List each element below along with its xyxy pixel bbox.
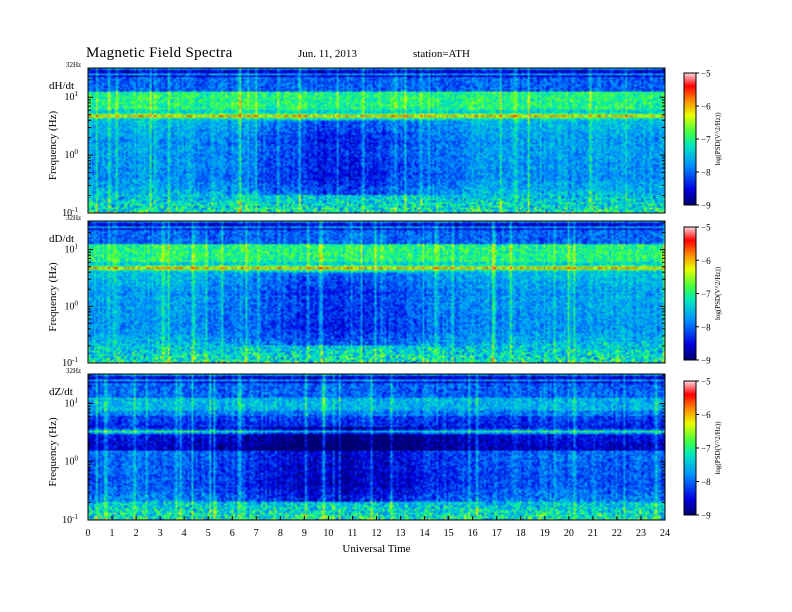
colorbar-label: log(PSD(V^2/Hz)) bbox=[714, 112, 722, 166]
x-tick-label: 1 bbox=[110, 528, 115, 539]
y-tick-label: 10-1 bbox=[62, 356, 78, 369]
x-tick-label: 21 bbox=[588, 528, 598, 539]
x-axis: 0 1 2 3 4 5 6 7 8 9 10 11 12 13 14 15 16 17 18 19 20 21 22 23 24… bbox=[86, 516, 670, 555]
colorbar-tick-label: −7 bbox=[701, 289, 711, 299]
top-frequency-label: 32Hz bbox=[66, 367, 81, 375]
y-tick-label: 100 bbox=[65, 148, 79, 161]
x-tick-label: 23 bbox=[636, 528, 646, 539]
spectrogram-image bbox=[88, 68, 665, 213]
colorbar-tick-label: −5 bbox=[701, 223, 711, 233]
x-tick-label: 17 bbox=[492, 528, 502, 539]
colorbar-gradient bbox=[683, 72, 697, 206]
y-tick-label: 10-1 bbox=[62, 206, 78, 219]
colorbar-tick-label: −6 bbox=[701, 410, 711, 420]
colorbar-tick-label: −9 bbox=[701, 201, 711, 211]
x-tick-label: 24 bbox=[660, 528, 670, 539]
panel-frame bbox=[87, 220, 666, 364]
top-frequency-label: 32Hz bbox=[66, 61, 81, 69]
x-tick-label: 3 bbox=[158, 528, 163, 539]
x-tick-label: 7 bbox=[254, 528, 259, 539]
colorbar-tick-label: −6 bbox=[701, 256, 711, 266]
y-axis-label: Frequency (Hz) bbox=[47, 262, 59, 332]
colorbar-tick-label: −5 bbox=[701, 69, 711, 79]
colorbar-tick-label: −7 bbox=[701, 444, 711, 454]
colorbar-tick-label: −8 bbox=[701, 477, 711, 487]
y-axis-label: Frequency (Hz) bbox=[47, 417, 59, 487]
top-frequency-label: 32Hz bbox=[66, 214, 81, 222]
x-tick-label: 8 bbox=[278, 528, 283, 539]
y-tick-label: 101 bbox=[65, 90, 79, 103]
x-tick-label: 15 bbox=[444, 528, 454, 539]
colorbar-tick-label: −8 bbox=[701, 322, 711, 332]
panel-frame bbox=[87, 67, 666, 214]
x-tick-label: 16 bbox=[468, 528, 478, 539]
y-tick-label: 100 bbox=[65, 455, 79, 468]
spectrogram-image bbox=[88, 374, 665, 520]
component-label: dH/dt bbox=[49, 80, 74, 92]
x-tick-label: 19 bbox=[540, 528, 550, 539]
x-tick-label: 18 bbox=[516, 528, 526, 539]
y-tick-label: 101 bbox=[65, 396, 79, 409]
colorbar-gradient bbox=[683, 226, 697, 361]
x-tick-label: 22 bbox=[612, 528, 622, 539]
colorbar-tick-label: −6 bbox=[701, 102, 711, 112]
y-tick-label: 10-1 bbox=[62, 513, 78, 526]
chart-title: Magnetic Field Spectra bbox=[86, 45, 233, 61]
colorbar-tick-label: −9 bbox=[701, 356, 711, 366]
y-tick-label: 101 bbox=[65, 243, 79, 256]
x-tick-label: 6 bbox=[230, 528, 235, 539]
colorbar-tick-label: −7 bbox=[701, 135, 711, 145]
colorbar-label: log(PSD(V^2/Hz)) bbox=[714, 266, 722, 320]
colorbar-gradient bbox=[683, 380, 697, 516]
colorbar-label: log(PSD(V^2/Hz)) bbox=[714, 421, 722, 475]
colorbar: −9 −8 −7 −6 −5 log(PSD(V^2/Hz)) bbox=[683, 377, 722, 521]
y-tick-label: 100 bbox=[65, 299, 79, 312]
spectrogram-image bbox=[88, 221, 665, 363]
colorbar: −9 −8 −7 −6 −5 log(PSD(V^2/Hz)) bbox=[683, 223, 722, 366]
x-tick-label: 2 bbox=[134, 528, 139, 539]
y-axis-label: Frequency (Hz) bbox=[47, 111, 59, 181]
colorbar: −9 −8 −7 −6 −5 log(PSD(V^2/Hz)) bbox=[683, 69, 722, 211]
component-label: dZ/dt bbox=[49, 386, 73, 398]
colorbar-tick-label: −8 bbox=[701, 168, 711, 178]
x-tick-label: 4 bbox=[182, 528, 187, 539]
component-label: dD/dt bbox=[49, 233, 74, 245]
x-tick-label: 0 bbox=[86, 528, 91, 539]
colorbar-tick-label: −9 bbox=[701, 511, 711, 521]
x-tick-label: 9 bbox=[302, 528, 307, 539]
colorbar-tick-label: −5 bbox=[701, 377, 711, 387]
chart-date: Jun. 11, 2013 bbox=[298, 48, 357, 60]
x-tick-label: 10 bbox=[323, 528, 333, 539]
x-tick-label: 12 bbox=[372, 528, 382, 539]
x-tick-label: 20 bbox=[564, 528, 574, 539]
x-axis-label: Universal Time bbox=[342, 543, 410, 555]
x-tick-label: 11 bbox=[348, 528, 358, 539]
x-tick-label: 14 bbox=[420, 528, 430, 539]
x-tick-label: 5 bbox=[206, 528, 211, 539]
station-label: station=ATH bbox=[413, 48, 470, 60]
x-tick-label: 13 bbox=[396, 528, 406, 539]
